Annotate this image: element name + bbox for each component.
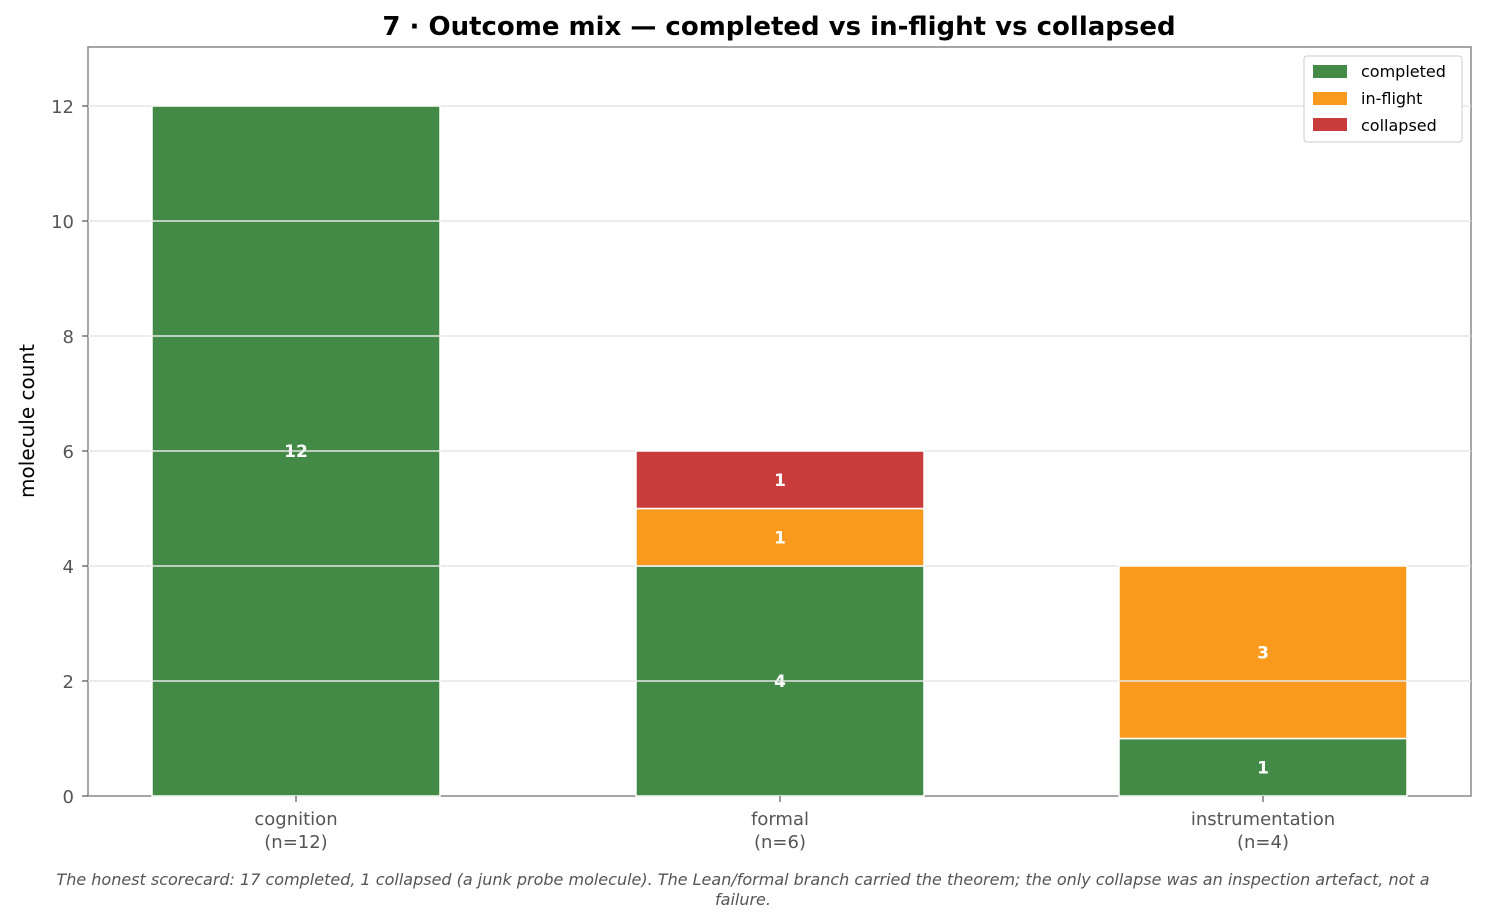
bar-value-label: 3 bbox=[1257, 643, 1269, 663]
bars: 12 4 1 1 1 3 bbox=[151, 105, 1408, 797]
y-tick-label: 10 bbox=[51, 212, 74, 233]
y-tick-label: 6 bbox=[63, 442, 74, 463]
bar-value-label: 1 bbox=[774, 471, 786, 491]
bar-in-flight-instrumentation bbox=[1118, 565, 1408, 740]
x-tick-label: instrumentation bbox=[1191, 809, 1335, 830]
legend-swatch-collapsed bbox=[1313, 118, 1347, 131]
legend: completed in-flight collapsed bbox=[1303, 55, 1463, 143]
legend-label-completed: completed bbox=[1361, 62, 1446, 81]
bar-value-label: 1 bbox=[1257, 758, 1269, 778]
bar-value-label: 1 bbox=[774, 528, 786, 548]
x-tick-label: cognition bbox=[254, 809, 337, 830]
y-tick-label: 8 bbox=[63, 327, 74, 348]
x-axis-ticks: cognition(n=12) formal(n=6) instrumentatio… bbox=[254, 796, 1335, 853]
chart-title: 7 · Outcome mix — completed vs in-flight… bbox=[382, 12, 1175, 42]
bar-value-label: 12 bbox=[284, 442, 308, 462]
y-axis-label: molecule count bbox=[15, 344, 39, 498]
caption-line-2: failure. bbox=[715, 890, 771, 909]
legend-label-collapsed: collapsed bbox=[1361, 116, 1437, 135]
legend-label-in-flight: in-flight bbox=[1361, 89, 1422, 108]
x-tick-count-label: (n=6) bbox=[754, 832, 806, 853]
x-tick-count-label: (n=4) bbox=[1237, 832, 1289, 853]
bar-collapsed-formal bbox=[635, 450, 925, 510]
y-tick-label: 12 bbox=[51, 97, 74, 118]
legend-swatch-in-flight bbox=[1313, 92, 1347, 105]
y-tick-label: 2 bbox=[63, 672, 74, 693]
bar-value-label: 4 bbox=[774, 672, 786, 692]
bar-completed-instrumentation bbox=[1118, 737, 1408, 797]
x-tick-label: formal bbox=[751, 809, 809, 830]
x-tick-count-label: (n=12) bbox=[264, 832, 327, 853]
y-tick-label: 4 bbox=[63, 557, 74, 578]
caption-line-1: The honest scorecard: 17 completed, 1 co… bbox=[56, 870, 1429, 889]
y-tick-label: 0 bbox=[63, 787, 74, 808]
y-axis-ticks: 0 2 4 6 8 10 12 bbox=[51, 97, 88, 808]
legend-swatch-completed bbox=[1313, 65, 1347, 78]
